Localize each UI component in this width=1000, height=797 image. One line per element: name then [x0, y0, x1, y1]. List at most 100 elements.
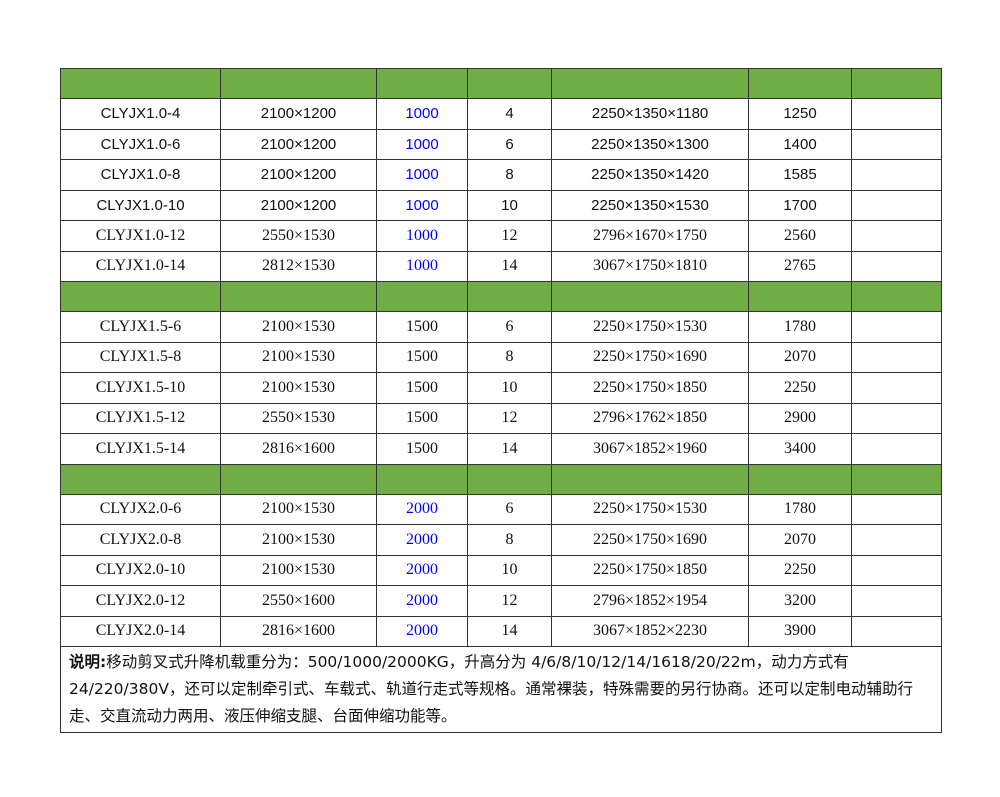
- size-cell: 2250×1350×1300: [551, 128, 749, 160]
- weight-cell: 2070: [748, 524, 852, 556]
- model-cell: CLYJX2.0-8: [60, 524, 221, 556]
- table-row: CLYJX1.5-6 2100×1530 1500 6 2250×1750×1530 17…: [60, 311, 942, 343]
- table-row: CLYJX1.5-14 2816×1600 1500 14 3067×1852×1960…: [60, 433, 942, 465]
- header-cell: [551, 68, 749, 99]
- model-cell: CLYJX1.5-12: [60, 402, 221, 434]
- empty-cell: [851, 493, 942, 525]
- height-cell: 6: [467, 493, 552, 525]
- height-cell: 8: [467, 524, 552, 556]
- section-header-row: [60, 463, 942, 495]
- size-cell: 2250×1350×1180: [551, 98, 749, 130]
- load-cell: 1500: [376, 311, 468, 343]
- load-cell: 2000: [376, 585, 468, 617]
- platform-cell: 2550×1530: [220, 220, 377, 252]
- empty-cell: [851, 524, 942, 556]
- platform-cell: 2812×1530: [220, 250, 377, 282]
- platform-cell: 2816×1600: [220, 433, 377, 465]
- weight-cell: 2250: [748, 372, 852, 404]
- platform-cell: 2550×1600: [220, 585, 377, 617]
- table-row: CLYJX1.0-10 2100×1200 1000 10 2250×1350×1530…: [60, 189, 942, 221]
- height-cell: 10: [467, 189, 552, 221]
- height-cell: 10: [467, 372, 552, 404]
- platform-cell: 2100×1200: [220, 189, 377, 221]
- height-cell: 6: [467, 311, 552, 343]
- height-cell: 8: [467, 159, 552, 191]
- load-cell: 1000: [376, 250, 468, 282]
- model-cell: CLYJX2.0-10: [60, 554, 221, 586]
- platform-cell: 2100×1530: [220, 493, 377, 525]
- header-cell: [851, 281, 942, 312]
- size-cell: 3067×1852×1960: [551, 433, 749, 465]
- size-cell: 2250×1750×1690: [551, 524, 749, 556]
- height-cell: 14: [467, 250, 552, 282]
- weight-cell: 3400: [748, 433, 852, 465]
- header-cell: [467, 68, 552, 99]
- size-cell: 2250×1750×1530: [551, 311, 749, 343]
- weight-cell: 3900: [748, 615, 852, 647]
- empty-cell: [851, 433, 942, 465]
- weight-cell: 1780: [748, 311, 852, 343]
- table-row: CLYJX1.0-6 2100×1200 1000 6 2250×1350×1300 14…: [60, 128, 942, 160]
- header-cell: [551, 463, 749, 495]
- header-cell: [551, 281, 749, 312]
- empty-cell: [851, 615, 942, 647]
- height-cell: 6: [467, 128, 552, 160]
- header-cell: [220, 68, 377, 99]
- platform-cell: 2100×1200: [220, 159, 377, 191]
- header-cell: [851, 463, 942, 495]
- model-cell: CLYJX1.0-10: [60, 189, 221, 221]
- model-cell: CLYJX1.0-6: [60, 128, 221, 160]
- empty-cell: [851, 585, 942, 617]
- spec-table: CLYJX1.0-4 2100×1200 1000 4 2250×1350×1180 12…: [60, 68, 942, 733]
- height-cell: 14: [467, 433, 552, 465]
- load-cell: 1000: [376, 98, 468, 130]
- platform-cell: 2100×1530: [220, 524, 377, 556]
- empty-cell: [851, 128, 942, 160]
- table-row: CLYJX2.0-10 2100×1530 2000 10 2250×1750×1850…: [60, 554, 942, 586]
- empty-cell: [851, 159, 942, 191]
- header-cell: [748, 281, 852, 312]
- table-row: CLYJX1.5-10 2100×1530 1500 10 2250×1750×1850…: [60, 372, 942, 404]
- table-row: CLYJX1.5-8 2100×1530 1500 8 2250×1750×1690 20…: [60, 341, 942, 373]
- table-row: CLYJX1.0-8 2100×1200 1000 8 2250×1350×1420 15…: [60, 159, 942, 191]
- weight-cell: 1700: [748, 189, 852, 221]
- table-row: CLYJX2.0-12 2550×1600 2000 12 2796×1852×1954…: [60, 585, 942, 617]
- size-cell: 2250×1750×1850: [551, 554, 749, 586]
- load-cell: 2000: [376, 615, 468, 647]
- section-header-row: [60, 68, 942, 99]
- empty-cell: [851, 98, 942, 130]
- size-cell: 2250×1350×1420: [551, 159, 749, 191]
- load-cell: 1500: [376, 341, 468, 373]
- header-cell: [467, 463, 552, 495]
- table-row: CLYJX2.0-6 2100×1530 2000 6 2250×1750×1530 17…: [60, 493, 942, 525]
- platform-cell: 2100×1530: [220, 372, 377, 404]
- empty-cell: [851, 341, 942, 373]
- header-cell: [748, 463, 852, 495]
- model-cell: CLYJX1.0-4: [60, 98, 221, 130]
- load-cell: 1500: [376, 433, 468, 465]
- header-cell: [467, 281, 552, 312]
- model-cell: CLYJX1.0-14: [60, 250, 221, 282]
- size-cell: 3067×1750×1810: [551, 250, 749, 282]
- model-cell: CLYJX2.0-14: [60, 615, 221, 647]
- height-cell: 14: [467, 615, 552, 647]
- header-cell: [376, 68, 468, 99]
- size-cell: 2250×1750×1690: [551, 341, 749, 373]
- weight-cell: 2765: [748, 250, 852, 282]
- size-cell: 2796×1670×1750: [551, 220, 749, 252]
- model-cell: CLYJX1.5-8: [60, 341, 221, 373]
- model-cell: CLYJX2.0-12: [60, 585, 221, 617]
- table-row: CLYJX1.0-12 2550×1530 1000 12 2796×1670×1750…: [60, 220, 942, 252]
- size-cell: 2796×1852×1954: [551, 585, 749, 617]
- size-cell: 2250×1750×1850: [551, 372, 749, 404]
- table-row: CLYJX2.0-14 2816×1600 2000 14 3067×1852×2230…: [60, 615, 942, 647]
- weight-cell: 3200: [748, 585, 852, 617]
- empty-cell: [851, 311, 942, 343]
- header-cell: [60, 463, 221, 495]
- platform-cell: 2100×1530: [220, 554, 377, 586]
- load-cell: 1000: [376, 189, 468, 221]
- load-cell: 1500: [376, 372, 468, 404]
- platform-cell: 2100×1200: [220, 98, 377, 130]
- empty-cell: [851, 402, 942, 434]
- size-cell: 3067×1852×2230: [551, 615, 749, 647]
